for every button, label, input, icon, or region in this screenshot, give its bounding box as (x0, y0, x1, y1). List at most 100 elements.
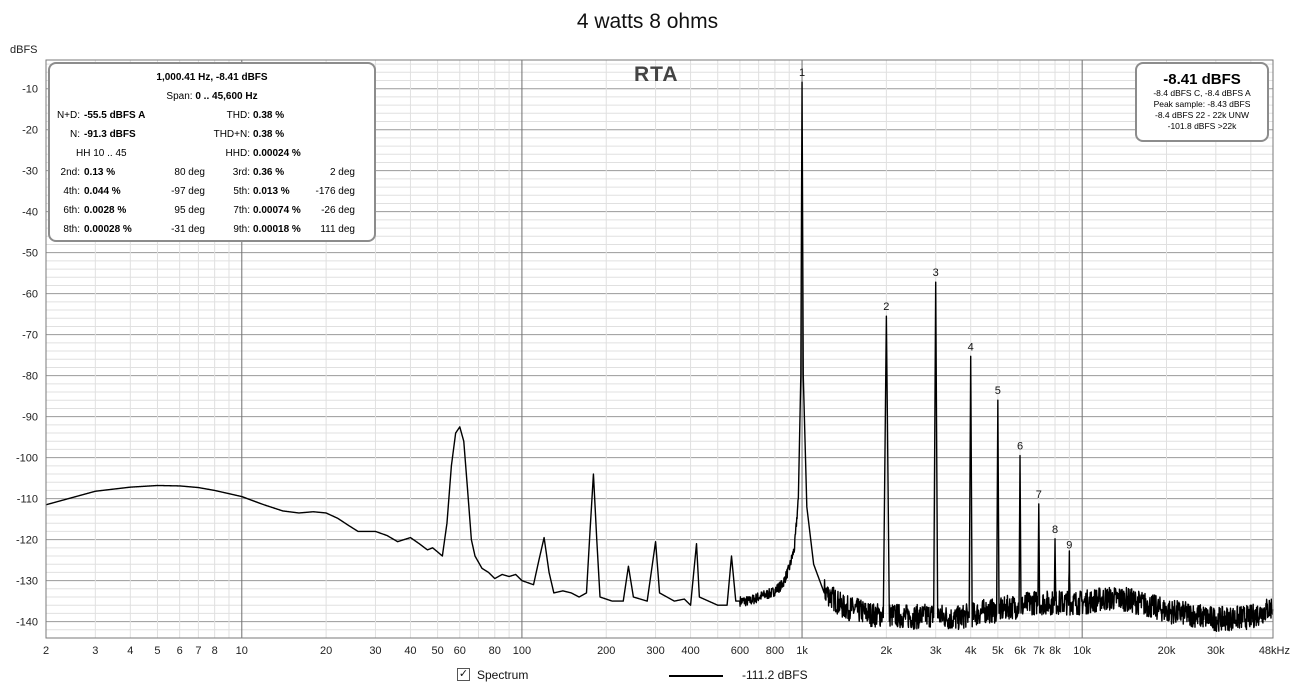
y-tick-label: -70 (22, 330, 38, 342)
x-tick-label: 100 (513, 645, 531, 657)
x-tick-label: 2k (881, 645, 893, 657)
level-line-3: -8.4 dBFS 22 - 22k UNW (1154, 110, 1249, 120)
level-line-2: Peak sample: -8.43 dBFS (1153, 99, 1251, 109)
x-tick-label: 4 (127, 645, 133, 657)
x-tick-label: 40 (404, 645, 416, 657)
harmonic-label: 9th: (233, 224, 250, 235)
nd-value: -55.5 dBFS A (84, 110, 146, 121)
x-tick-label: 50 (431, 645, 443, 657)
stats-frequency-level: 1,000.41 Hz, -8.41 dBFS (156, 72, 268, 83)
hhd-value: 0.00024 % (253, 148, 301, 159)
x-tick-label: 30 (369, 645, 381, 657)
y-tick-label: -40 (22, 207, 38, 219)
x-tick-label: 10k (1073, 645, 1091, 657)
harmonic-marker-label: 2 (883, 301, 889, 313)
x-tick-label: 20 (320, 645, 332, 657)
stats-n-row: N: -91.3 dBFS THD+N: 0.38 % (50, 125, 374, 144)
x-tick-label: 5k (992, 645, 1004, 657)
thdn-value: 0.38 % (253, 129, 285, 140)
thd-label: THD: (226, 110, 250, 121)
rta-label: RTA (634, 63, 679, 86)
harmonic-row: 2nd: 0.13 % 80 deg 3rd: 0.36 % 2 deg (50, 163, 374, 182)
x-tick-label: 200 (597, 645, 615, 657)
harmonic-label: 2nd: (60, 167, 80, 178)
harmonic-marker-label: 6 (1017, 441, 1023, 453)
y-tick-label: -90 (22, 412, 38, 424)
spectrum-checkbox[interactable]: ✓ (457, 668, 470, 681)
level-panel[interactable]: -8.41 dBFS -8.4 dBFS C, -8.4 dBFS A Peak… (1135, 62, 1269, 142)
thd-value: 0.38 % (253, 110, 285, 121)
level-main-value: -8.41 dBFS (1163, 71, 1241, 88)
harmonic-phase: 80 deg (174, 167, 205, 178)
harmonic-markers: 1 2 3 4 5 6 7 89 (799, 67, 1072, 551)
n-label: N: (70, 129, 80, 140)
stats-nd-row: N+D: -55.5 dBFS A THD: 0.38 % (50, 106, 374, 125)
harmonic-marker-label: 5 (995, 385, 1001, 397)
x-tick-label: 20k (1158, 645, 1176, 657)
harmonic-value: 0.00028 % (84, 224, 132, 235)
level-line-4: -101.8 dBFS >22k (1167, 121, 1237, 131)
y-tick-label: -100 (16, 453, 38, 465)
harmonic-label: 3rd: (232, 167, 250, 178)
harmonic-phase: 2 deg (329, 167, 355, 178)
y-tick-label: -50 (22, 248, 38, 260)
y-tick-label: -30 (22, 166, 38, 178)
x-tick-label: 7 (195, 645, 201, 657)
harmonic-phase: -176 deg (315, 186, 355, 197)
span-label: Span: (166, 91, 193, 102)
stats-span-row: Span: 0 .. 45,600 Hz (50, 87, 374, 106)
harmonic-value: 0.00074 % (253, 205, 301, 216)
harmonic-marker-label: 3 (933, 267, 939, 279)
harmonic-value: 0.13 % (84, 167, 116, 178)
harmonic-value: 0.36 % (253, 167, 285, 178)
y-tick-label: -10 (22, 84, 38, 96)
x-tick-label: 4k (965, 645, 977, 657)
trace-layer (45, 81, 1274, 633)
x-tick-label: 5 (154, 645, 160, 657)
x-tick-label: 60 (454, 645, 466, 657)
x-tick-label: 800 (766, 645, 784, 657)
x-tick-label: 3k (930, 645, 942, 657)
harmonic-row: 8th: 0.00028 % -31 deg 9th: 0.00018 % 111 deg (50, 220, 374, 239)
x-tick-label: 600 (731, 645, 749, 657)
harmonic-value: 0.00018 % (253, 224, 301, 235)
hh-label: HH 10 .. 45 (76, 148, 127, 159)
stats-panel[interactable]: 1,000.41 Hz, -8.41 dBFS Span: 0 .. 45,60… (48, 62, 376, 242)
harmonic-marker-label: 1 (799, 67, 805, 79)
hhd-label: HHD: (225, 148, 250, 159)
stats-hh-row: HH 10 .. 45 HHD: 0.00024 % (50, 144, 374, 163)
harmonic-value: 0.0028 % (84, 205, 127, 216)
harmonic-marker-label: 8 (1052, 524, 1058, 536)
harmonic-phase: -31 deg (171, 224, 205, 235)
harmonic-marker-label: 4 (968, 341, 974, 353)
harmonic-marker-label: 7 (1036, 489, 1042, 501)
x-tick-label: 10 (236, 645, 248, 657)
harmonic-row: 4th: 0.044 % -97 deg 5th: 0.013 % -176 deg (50, 182, 374, 201)
x-tick-label: 6k (1014, 645, 1026, 657)
harmonic-phase: -26 deg (321, 205, 355, 216)
x-tick-label: 30k (1207, 645, 1225, 657)
n-value: -91.3 dBFS (84, 129, 136, 140)
span-value: 0 .. 45,600 Hz (195, 91, 258, 102)
plot-frame (45, 59, 1274, 639)
y-tick-label: -20 (22, 125, 38, 137)
harmonic-label: 5th: (233, 186, 250, 197)
y-tick-label: -120 (16, 535, 38, 547)
legend-value: -111.2 dBFS (742, 668, 808, 682)
harmonic-label: 6th: (63, 205, 80, 216)
harmonic-label: 8th: (63, 224, 80, 235)
harmonic-label: 7th: (233, 205, 250, 216)
x-tick-label: 8k (1049, 645, 1061, 657)
harmonic-phase: 95 deg (174, 205, 205, 216)
axis-ticks: -10 -20 -30 -40 -50 -60 -70 -80 -90 -100 -110 -120 -… (16, 84, 1290, 657)
legend: ✓ Spectrum -111.2 dBFS (0, 666, 1295, 686)
nd-label: N+D: (56, 110, 80, 121)
spectrum-trace (45, 81, 1274, 633)
legend-label[interactable]: Spectrum (477, 668, 529, 682)
harmonic-phase: -97 deg (171, 186, 205, 197)
x-tick-label: 300 (646, 645, 664, 657)
x-tick-label: 7k (1033, 645, 1045, 657)
harmonic-row: 6th: 0.0028 % 95 deg 7th: 0.00074 % -26 deg (50, 201, 374, 220)
legend-line-swatch (669, 675, 723, 677)
